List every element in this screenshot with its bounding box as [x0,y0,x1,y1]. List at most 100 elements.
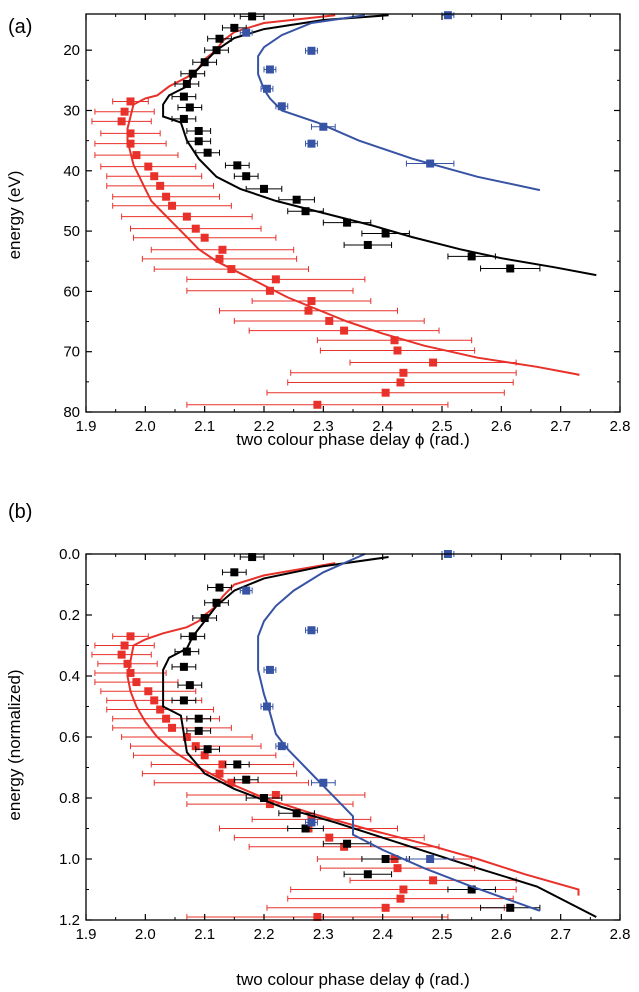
black-data-point [343,218,352,227]
black-data-point [194,137,203,146]
black-data-point [260,794,268,802]
y-tick-label: 50 [63,223,80,240]
x-tick-label: 2.6 [491,926,512,943]
red-data-point [117,650,126,659]
black-data-point [506,264,515,273]
blue-data-point [242,28,251,37]
y-tick-label: 40 [63,163,80,180]
red-data-point [396,378,405,387]
black-data-point [182,79,191,88]
black-data-point [292,195,301,204]
red-data-point [120,641,129,650]
red-data-point [313,912,322,921]
black-data-point [179,662,188,671]
y-axis-label: energy (normalized) [5,669,24,820]
red-data-point [325,316,334,325]
black-data-point [194,714,203,723]
red-data-point [381,388,390,397]
x-tick-label: 2.8 [610,418,631,435]
red-data-point [396,894,405,903]
blue-model-curve [257,553,541,912]
blue-data-point [265,65,274,74]
red-data-point [215,254,224,263]
panel-b: (b) 1.9 2.0 2.1 2.2 2.3 2.4 2.5 2.6 2.7 2.8 0.0 0.2… [5,501,630,989]
red-data-point [218,245,227,254]
red-data-point [162,714,171,723]
red-data-point [393,346,402,355]
black-data-point [467,252,476,261]
red-data-point [393,864,402,873]
x-tick-label: 2.0 [135,926,156,943]
red-data-point [144,162,153,171]
black-data-point [230,23,239,32]
red-data-point [126,668,135,677]
black-data-point [200,58,209,67]
x-axis-label: two colour phase delay ϕ (rad.) [236,970,469,989]
red-data-point [162,192,171,201]
x-tick-label: 2.4 [372,418,393,435]
black-data-point [301,207,310,216]
y-tick-label: 80 [63,404,80,421]
x-tick-label: 2.5 [432,418,453,435]
black-data-point [381,229,390,238]
x-tick-label: 1.9 [76,418,97,435]
black-data-point [248,12,257,21]
red-data-point [218,760,227,769]
red-data-point [191,224,200,233]
blue-data-point [426,159,435,168]
red-data-point [304,306,313,315]
blue-data-point [277,102,286,111]
black-data-point [230,568,239,577]
blue-data-point [307,818,316,827]
red-model-curve [126,14,580,376]
red-data-point [126,139,135,148]
panel-a: (a) 1.9 2.0 2.1 2.2 2.3 2.4 2.5 2.6 2.7 2.8 20 30 40… [5,11,630,449]
black-data-point [363,870,372,879]
blue-data-point [443,11,452,20]
black-data-point [179,696,188,705]
red-model-curve [126,562,580,896]
red-data-point [191,742,200,751]
y-tick-label: 0.4 [59,668,80,685]
x-tick-label: 2.1 [194,418,215,435]
red-data-point [126,632,135,641]
red-data-point [313,400,322,409]
black-data-point [343,839,352,848]
red-data-point [200,233,209,242]
red-data-point [126,129,135,138]
y-tick-label: 30 [63,102,80,119]
y-tick-label: 0.0 [59,546,80,563]
x-tick-label: 1.9 [76,926,97,943]
black-data-point [179,92,188,101]
x-tick-label: 2.7 [550,418,571,435]
y-tick-label: 0.6 [59,729,80,746]
black-data-point [242,775,251,784]
blue-data-point [265,665,274,674]
black-data-point [188,632,197,641]
black-data-point [185,681,194,690]
red-data-point [200,751,209,760]
blue-data-point [262,84,271,93]
black-data-point [212,598,221,607]
black-data-point [179,114,188,123]
black-data-point [188,69,197,78]
black-data-point [506,903,515,912]
black-data-point [200,614,209,623]
x-tick-label: 2.1 [194,926,215,943]
black-data-point [203,745,212,754]
black-data-point [203,148,212,157]
x-tick-label: 2.7 [550,926,571,943]
red-data-point [132,151,141,160]
y-tick-label: 0.8 [59,790,80,807]
red-data-point [168,723,177,732]
red-data-point [182,212,191,221]
plot-area [91,550,597,921]
blue-data-point [307,46,316,55]
black-data-point [212,46,221,55]
black-data-point [185,103,194,112]
red-data-point [381,903,390,912]
red-data-point [156,181,165,190]
y-tick-label: 0.2 [59,607,80,624]
y-tick-label: 1.0 [59,851,80,868]
x-axis-label: two colour phase delay ϕ (rad.) [236,430,469,449]
